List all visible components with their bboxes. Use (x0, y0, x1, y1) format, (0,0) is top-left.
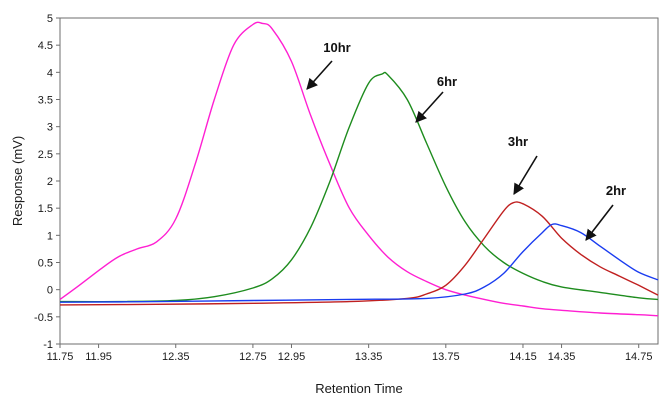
series-line-10hr (59, 21, 659, 317)
y-tick-label: 3.5 (38, 95, 53, 107)
series-line-3hr (59, 201, 659, 306)
y-tick-label: 1 (47, 230, 53, 242)
y-tick-label: 0 (47, 285, 53, 297)
series-line-6hr (59, 71, 659, 303)
y-tick-label: 4.5 (38, 40, 53, 52)
annotation-label-3hr: 3hr (508, 134, 528, 149)
annotation-label-6hr: 6hr (437, 74, 457, 89)
series-layer (59, 21, 659, 317)
y-axis-title: Response (mV) (10, 136, 25, 226)
x-tick-label: 11.95 (85, 351, 112, 363)
annotation-label-2hr: 2hr (606, 183, 626, 198)
x-tick-label: 12.35 (162, 351, 190, 363)
annotation-arrow-10hr (306, 60, 333, 90)
x-axis: 11.75 11.95 12.35 12.75 12.95 13.35 13.75 14.15… (47, 344, 653, 363)
annotation-label-10hr: 10hr (323, 40, 350, 55)
y-axis: -1 -0.5 0 0.5 1 1.5 2 2.5 3 3.5 4 4.5 5 (34, 13, 60, 351)
x-tick-label: 13.75 (432, 351, 460, 363)
x-tick-label: 14.15 (509, 351, 537, 363)
annotation-arrow-3hr (513, 155, 538, 195)
y-tick-label: 0.5 (38, 258, 53, 270)
x-tick-label: 14.75 (625, 351, 653, 363)
y-tick-label: -1 (43, 339, 53, 351)
annotation-layer: 10hr 6hr 3hr 2hr (306, 40, 626, 241)
x-axis-title: Retention Time (315, 381, 402, 396)
series-line-2hr (59, 223, 659, 303)
annotation-arrow-6hr (415, 91, 444, 123)
x-tick-label: 12.75 (239, 351, 267, 363)
x-tick-label: 12.95 (278, 351, 306, 363)
annotation-arrow-2hr (585, 204, 614, 241)
x-tick-label: 11.75 (47, 351, 74, 363)
x-tick-label: 14.35 (548, 351, 576, 363)
y-tick-label: 5 (47, 13, 53, 25)
y-tick-label: 1.5 (38, 203, 53, 215)
y-tick-label: 2.5 (38, 149, 53, 161)
y-tick-label: 2 (47, 176, 53, 188)
y-tick-label: 4 (47, 67, 53, 79)
y-tick-label: 3 (47, 122, 53, 134)
y-tick-label: -0.5 (34, 312, 53, 324)
plot-frame (59, 17, 659, 345)
x-tick-label: 13.35 (355, 351, 383, 363)
